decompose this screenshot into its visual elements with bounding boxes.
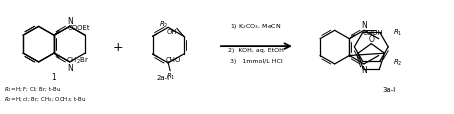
Text: N: N [361,21,367,30]
Text: N: N [67,63,73,72]
Text: COOH: COOH [362,30,383,35]
Text: N: N [361,65,367,74]
Text: $R_2$=H; cl; Br; CH$_3$; OCH$_3$; t-Bu: $R_2$=H; cl; Br; CH$_3$; OCH$_3$; t-Bu [4,94,86,103]
Text: 2a-l: 2a-l [157,74,170,80]
Text: $R_1$: $R_1$ [393,28,403,38]
Text: CHO: CHO [166,56,181,62]
Text: $R_1$=H; F; Cl; Br; t-Bu: $R_1$=H; F; Cl; Br; t-Bu [4,84,61,93]
Text: N: N [67,17,73,26]
Text: 1) K$_2$CO$_3$, MeCN: 1) K$_2$CO$_3$, MeCN [230,22,281,31]
Text: $R_2$: $R_2$ [393,57,403,67]
Text: $R_1$: $R_1$ [166,71,176,81]
Text: $R_2$: $R_2$ [159,20,168,30]
Text: O: O [368,34,374,43]
Text: 3)   1mmol/L HCl: 3) 1mmol/L HCl [230,59,282,64]
Text: +: + [113,40,123,53]
Text: CH$_2$Br: CH$_2$Br [66,55,89,65]
Text: COOEt: COOEt [68,25,91,31]
Text: 1: 1 [51,73,56,82]
Text: 2)  KOH, aq. EtOH: 2) KOH, aq. EtOH [228,47,284,52]
Text: 3a-l: 3a-l [383,86,396,92]
Text: OH: OH [167,29,177,35]
